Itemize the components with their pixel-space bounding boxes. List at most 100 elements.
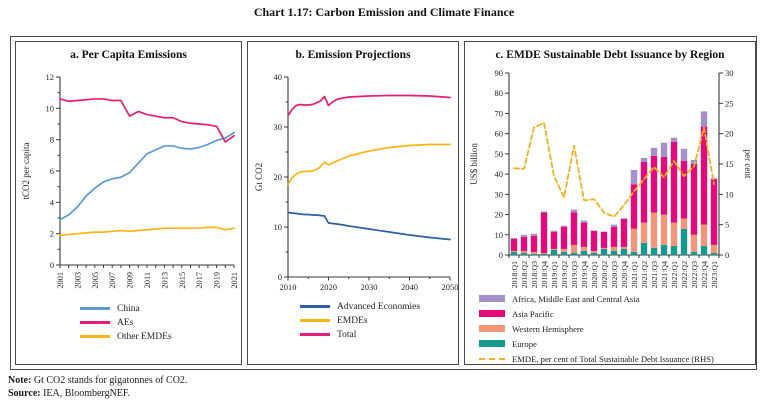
svg-text:2020: 2020 [320,282,337,292]
svg-text:2018:Q3: 2018:Q3 [530,261,539,288]
legend-item: AEs [80,317,172,328]
legend-item-swatch [80,335,110,338]
legend-item-label: AEs [117,317,134,328]
svg-text:50: 50 [495,149,504,159]
svg-text:2019:Q2: 2019:Q2 [560,261,569,288]
svg-text:0: 0 [49,260,53,270]
svg-text:2022:Q4: 2022:Q4 [700,261,709,288]
panel-per-capita-emissions: a. Per Capita Emissions 0 2 4 6 8 10 12 2001 200… [15,41,242,365]
charts-container: a. Per Capita Emissions 0 2 4 6 8 10 12 2001 200… [10,36,757,370]
svg-text:90: 90 [495,68,504,78]
svg-text:30: 30 [274,122,283,132]
legend-item-swatch [479,310,505,317]
svg-text:10: 10 [274,222,283,232]
panel-a-legend: China AEs Other EMDEs [80,303,172,342]
svg-text:2005: 2005 [90,272,99,289]
svg-text:2011: 2011 [143,272,152,288]
legend-item-label: Advanced Economies [337,301,421,312]
svg-text:70: 70 [495,108,504,118]
svg-text:30: 30 [495,189,504,199]
source-text: IEA, BloombergNEF. [43,388,131,399]
legend-item: Europe [479,338,714,349]
panel-c-title: c. EMDE Sustainable Debt Issuance by Reg… [495,49,725,61]
svg-text:2023:Q1: 2023:Q1 [710,261,719,288]
svg-text:0: 0 [725,250,729,260]
svg-text:0: 0 [278,272,282,282]
legend-item-swatch [479,295,505,302]
svg-text:tCO2 per capita: tCO2 per capita [21,143,31,200]
svg-text:15: 15 [725,159,734,169]
svg-text:8: 8 [49,135,53,145]
panel-b-title: b. Emission Projections [295,49,411,61]
svg-text:2050: 2050 [442,282,459,292]
legend-item: Africa, Middle East and Central Asia [479,293,714,304]
svg-text:6: 6 [49,166,53,176]
legend-item-swatch [300,333,330,336]
svg-text:40: 40 [274,72,283,82]
svg-text:2020:Q4: 2020:Q4 [620,261,629,288]
svg-text:80: 80 [495,88,504,98]
source-label: Source: [8,388,41,399]
svg-text:2021:Q1: 2021:Q1 [630,261,639,288]
svg-text:60: 60 [495,129,504,139]
legend-item: Advanced Economies [300,301,420,312]
legend-item-swatch [479,357,505,360]
svg-text:10: 10 [495,230,504,240]
legend-item-label: Total [337,329,357,340]
svg-text:2021:Q2: 2021:Q2 [640,261,649,288]
svg-text:2019:Q1: 2019:Q1 [550,261,559,288]
svg-text:4: 4 [49,197,54,207]
svg-text:2017: 2017 [195,272,204,289]
legend-item-label: China [117,303,140,314]
svg-text:10: 10 [725,189,734,199]
svg-text:2007: 2007 [108,272,117,289]
svg-text:2019:Q3: 2019:Q3 [570,261,579,288]
legend-item-swatch [80,307,110,310]
legend-item-swatch [300,319,330,322]
legend-item-swatch [80,321,110,324]
svg-text:US$ billion: US$ billion [469,143,479,185]
svg-text:2018:Q1: 2018:Q1 [510,261,519,288]
svg-text:2: 2 [49,229,53,239]
svg-text:2020:Q1: 2020:Q1 [590,261,599,288]
svg-text:2022:Q3: 2022:Q3 [690,261,699,288]
legend-item: Asia Pacific [479,308,714,319]
legend-item-label: EMDE, per cent of Total Sustainable Debt… [512,353,714,364]
svg-text:2021:Q3: 2021:Q3 [650,261,659,288]
svg-text:2013: 2013 [160,272,169,289]
svg-text:20: 20 [725,129,734,139]
legend-item-label: Asia Pacific [512,308,554,319]
legend-item: EMDEs [300,315,420,326]
svg-text:2030: 2030 [361,282,378,292]
svg-text:2009: 2009 [125,272,134,289]
legend-item-swatch [479,325,505,332]
figure-footnotes: Note: Gt CO2 stands for gigatonnes of CO… [8,374,187,400]
legend-item: Total [300,329,420,340]
legend-item: Western Hemisphere [479,323,714,334]
svg-text:5: 5 [725,220,729,230]
svg-text:0: 0 [499,250,503,260]
svg-text:2010: 2010 [280,282,297,292]
svg-text:2015: 2015 [177,272,186,289]
svg-text:per cent: per cent [743,150,753,179]
figure-title: Chart 1.17: Carbon Emission and Climate … [253,5,515,19]
svg-text:2040: 2040 [401,282,418,292]
legend-item-label: Other EMDEs [117,331,172,342]
legend-item: China [80,303,172,314]
svg-text:2022:Q2: 2022:Q2 [680,261,689,288]
legend-item-label: Europe [512,338,537,349]
svg-text:20: 20 [274,172,283,182]
note-line: Note: Gt CO2 stands for gigatonnes of CO… [8,374,187,387]
note-label: Note: [8,375,32,386]
svg-text:2021: 2021 [230,272,239,289]
panel-c-legend: Africa, Middle East and Central Asia Asia… [479,293,714,364]
svg-text:2003: 2003 [73,272,82,289]
svg-text:25: 25 [725,98,734,108]
svg-text:2022:Q1: 2022:Q1 [670,261,679,288]
svg-text:10: 10 [45,103,54,113]
svg-text:2018:Q4: 2018:Q4 [540,261,549,288]
svg-text:2021:Q4: 2021:Q4 [660,261,669,288]
panel-b-legend: Advanced Economies EMDEs Total [300,301,420,340]
